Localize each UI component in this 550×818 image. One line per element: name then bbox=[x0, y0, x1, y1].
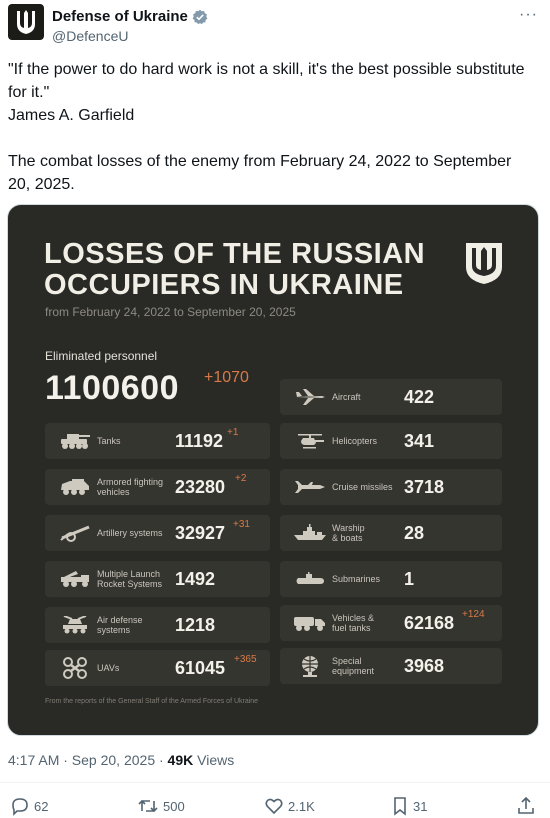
more-options-button[interactable]: ··· bbox=[519, 6, 538, 23]
trident-logo-icon bbox=[17, 10, 35, 34]
artillery-icon bbox=[55, 521, 95, 545]
stat-tile-submarines: Submarines 1 bbox=[280, 561, 502, 597]
helicopter-icon bbox=[290, 429, 330, 453]
aircraft-icon bbox=[290, 385, 330, 409]
reply-icon bbox=[12, 798, 28, 816]
stat-tile-armored-vehicles: Armored fighting vehicles 23280 +2 bbox=[45, 469, 270, 505]
repost-button[interactable]: 500 bbox=[137, 796, 185, 816]
stat-label: Multiple Launch Rocket Systems bbox=[97, 569, 163, 589]
card-footnote: From the reports of the General Staff of… bbox=[45, 698, 259, 705]
reply-count: 62 bbox=[34, 798, 49, 814]
repost-count: 500 bbox=[163, 798, 185, 814]
stat-tile-air-defense: Air defense systems 1218 bbox=[45, 607, 270, 643]
armored-vehicle-icon bbox=[55, 475, 95, 499]
stat-label: UAVs bbox=[97, 663, 120, 673]
stat-label: Artillery systems bbox=[97, 528, 163, 538]
stat-label: Warship & boats bbox=[332, 523, 365, 543]
bookmark-icon bbox=[394, 797, 406, 816]
stat-value: 28 bbox=[404, 522, 425, 543]
card-subtitle: from February 24, 2022 to September 20, … bbox=[45, 305, 296, 319]
personnel-label: Eliminated personnel bbox=[45, 349, 158, 363]
name-row: Defense of Ukraine bbox=[52, 8, 208, 25]
stat-label: Vehicles & fuel tanks bbox=[332, 613, 375, 633]
action-bar: 62 500 2.1K 31 bbox=[0, 792, 550, 818]
drone-icon bbox=[55, 656, 95, 680]
avatar[interactable] bbox=[8, 4, 44, 40]
stat-label: Armored fighting vehicles bbox=[97, 477, 164, 497]
share-button[interactable] bbox=[516, 796, 536, 816]
divider bbox=[0, 782, 550, 783]
personnel-delta: +1070 bbox=[204, 369, 249, 386]
stat-label: Aircraft bbox=[332, 392, 361, 402]
submarine-icon bbox=[290, 567, 330, 591]
stat-tile-tanks: Tanks 11192 +1 bbox=[45, 423, 270, 459]
bookmark-button[interactable]: 31 bbox=[391, 796, 427, 816]
display-name[interactable]: Defense of Ukraine bbox=[52, 8, 188, 25]
cruise-missile-icon bbox=[290, 475, 330, 499]
time-link[interactable]: 4:17 AM · Sep 20, 2025 · bbox=[8, 752, 168, 768]
stat-tile-artillery: Artillery systems 32927 +31 bbox=[45, 515, 270, 551]
repost-icon bbox=[138, 799, 158, 813]
stat-value: 23280 bbox=[175, 476, 226, 497]
stat-tile-aircraft: Aircraft 422 bbox=[280, 379, 502, 415]
stat-value: 1492 bbox=[175, 568, 216, 589]
tweet-timestamp: 4:17 AM · Sep 20, 2025 · 49K Views bbox=[8, 752, 234, 768]
personnel-value: 1100600 bbox=[45, 369, 179, 407]
like-count: 2.1K bbox=[288, 798, 315, 814]
tweet-body: The combat losses of the enemy from Febr… bbox=[8, 153, 512, 193]
stat-value: 62168 bbox=[404, 612, 455, 633]
stat-tile-uavs: UAVs 61045 +365 bbox=[45, 650, 270, 686]
tweet-header: Defense of Ukraine @DefenceU ··· bbox=[8, 4, 542, 48]
handle[interactable]: @DefenceU bbox=[52, 28, 129, 44]
card-title: LOSSES OF THE RUSSIAN OCCUPIERS IN UKRAI… bbox=[44, 238, 426, 301]
stat-delta: +365 bbox=[234, 654, 257, 665]
stat-tile-vehicles: Vehicles & fuel tanks 62168 +124 bbox=[280, 605, 502, 641]
stat-label: Special equipment bbox=[332, 656, 375, 676]
infographic-image[interactable]: LOSSES OF THE RUSSIAN OCCUPIERS IN UKRAI… bbox=[7, 204, 539, 736]
stat-tile-mlrs: Multiple Launch Rocket Systems 1492 bbox=[45, 561, 270, 597]
like-button[interactable]: 2.1K bbox=[264, 796, 315, 816]
heart-icon bbox=[265, 798, 283, 815]
share-icon bbox=[518, 796, 534, 814]
stat-delta: +1 bbox=[227, 427, 239, 438]
stat-tile-special-equipment: Special equipment 3968 bbox=[280, 648, 502, 684]
stat-tile-cruise-missiles: Cruise missiles 3718 bbox=[280, 469, 502, 505]
views-label: Views bbox=[193, 752, 235, 768]
stat-label: Submarines bbox=[332, 574, 381, 584]
quote-author: James A. Garfield bbox=[8, 107, 135, 124]
stat-value: 422 bbox=[404, 386, 435, 407]
stat-tile-helicopters: Helicopters 341 bbox=[280, 423, 502, 459]
stat-value: 1 bbox=[404, 568, 415, 589]
stat-value: 61045 bbox=[175, 657, 226, 678]
stat-label: Air defense systems bbox=[97, 615, 143, 635]
stat-label: Cruise missiles bbox=[332, 482, 393, 492]
stat-label: Helicopters bbox=[332, 436, 378, 446]
verified-badge-icon bbox=[192, 9, 208, 24]
stat-value: 3718 bbox=[404, 476, 445, 497]
bookmark-count: 31 bbox=[413, 798, 428, 814]
stat-value: 11192 bbox=[175, 430, 224, 451]
radar-station-icon bbox=[290, 654, 330, 678]
tank-icon bbox=[55, 429, 95, 453]
warship-icon bbox=[290, 521, 330, 545]
stat-label: Tanks bbox=[97, 436, 121, 446]
trident-emblem-icon bbox=[466, 243, 502, 284]
stat-delta: +31 bbox=[233, 519, 250, 530]
rocket-launcher-icon bbox=[55, 567, 95, 591]
stat-delta: +124 bbox=[462, 609, 485, 620]
fuel-truck-icon bbox=[290, 611, 330, 635]
views-count: 49K bbox=[167, 752, 194, 768]
reply-button[interactable]: 62 bbox=[10, 796, 48, 816]
stat-value: 32927 bbox=[175, 522, 226, 543]
tweet-text: "If the power to do hard work is not a s… bbox=[8, 58, 538, 196]
quote-text: "If the power to do hard work is not a s… bbox=[8, 61, 525, 101]
stat-value: 341 bbox=[404, 430, 435, 451]
stat-value: 3968 bbox=[404, 655, 445, 676]
stat-tile-warships: Warship & boats 28 bbox=[280, 515, 502, 551]
stat-delta: +2 bbox=[235, 473, 247, 484]
air-defense-icon bbox=[55, 613, 95, 637]
stat-value: 1218 bbox=[175, 614, 216, 635]
